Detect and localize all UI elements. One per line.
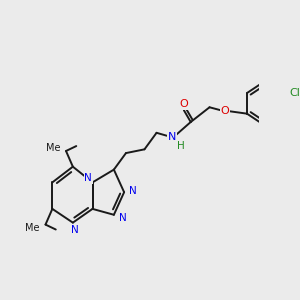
Text: N: N	[118, 213, 126, 223]
Text: Cl: Cl	[290, 88, 300, 98]
Text: Me: Me	[25, 223, 40, 232]
Text: N: N	[168, 132, 176, 142]
Text: H: H	[177, 141, 184, 151]
Text: N: N	[71, 224, 78, 235]
Text: N: N	[84, 173, 92, 184]
Text: O: O	[179, 99, 188, 109]
Text: N: N	[129, 186, 136, 196]
Text: Me: Me	[46, 143, 60, 153]
Text: O: O	[220, 106, 229, 116]
